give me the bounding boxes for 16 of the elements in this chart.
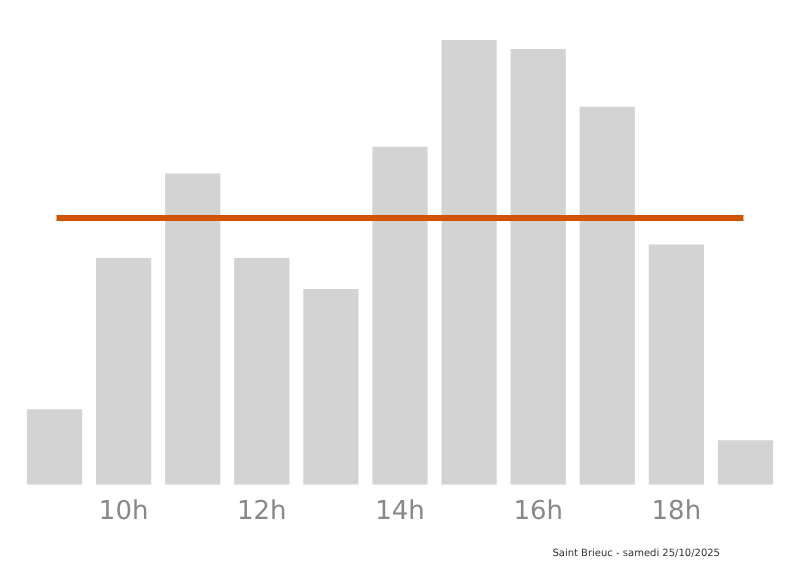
x-tick-label: 12h xyxy=(237,497,287,528)
bar xyxy=(441,40,497,485)
bar xyxy=(510,48,566,485)
bar xyxy=(579,106,635,485)
bar xyxy=(234,257,290,485)
bar xyxy=(26,409,83,485)
bar xyxy=(303,289,359,485)
x-tick-label: 16h xyxy=(513,497,563,528)
x-tick-label: 14h xyxy=(375,497,425,528)
x-tick-label: 10h xyxy=(98,497,149,528)
x-tick-label: 18h xyxy=(651,497,702,528)
bar xyxy=(165,173,221,485)
bar xyxy=(648,244,704,485)
bar xyxy=(717,440,774,485)
bar xyxy=(96,257,152,485)
bar xyxy=(372,146,428,485)
